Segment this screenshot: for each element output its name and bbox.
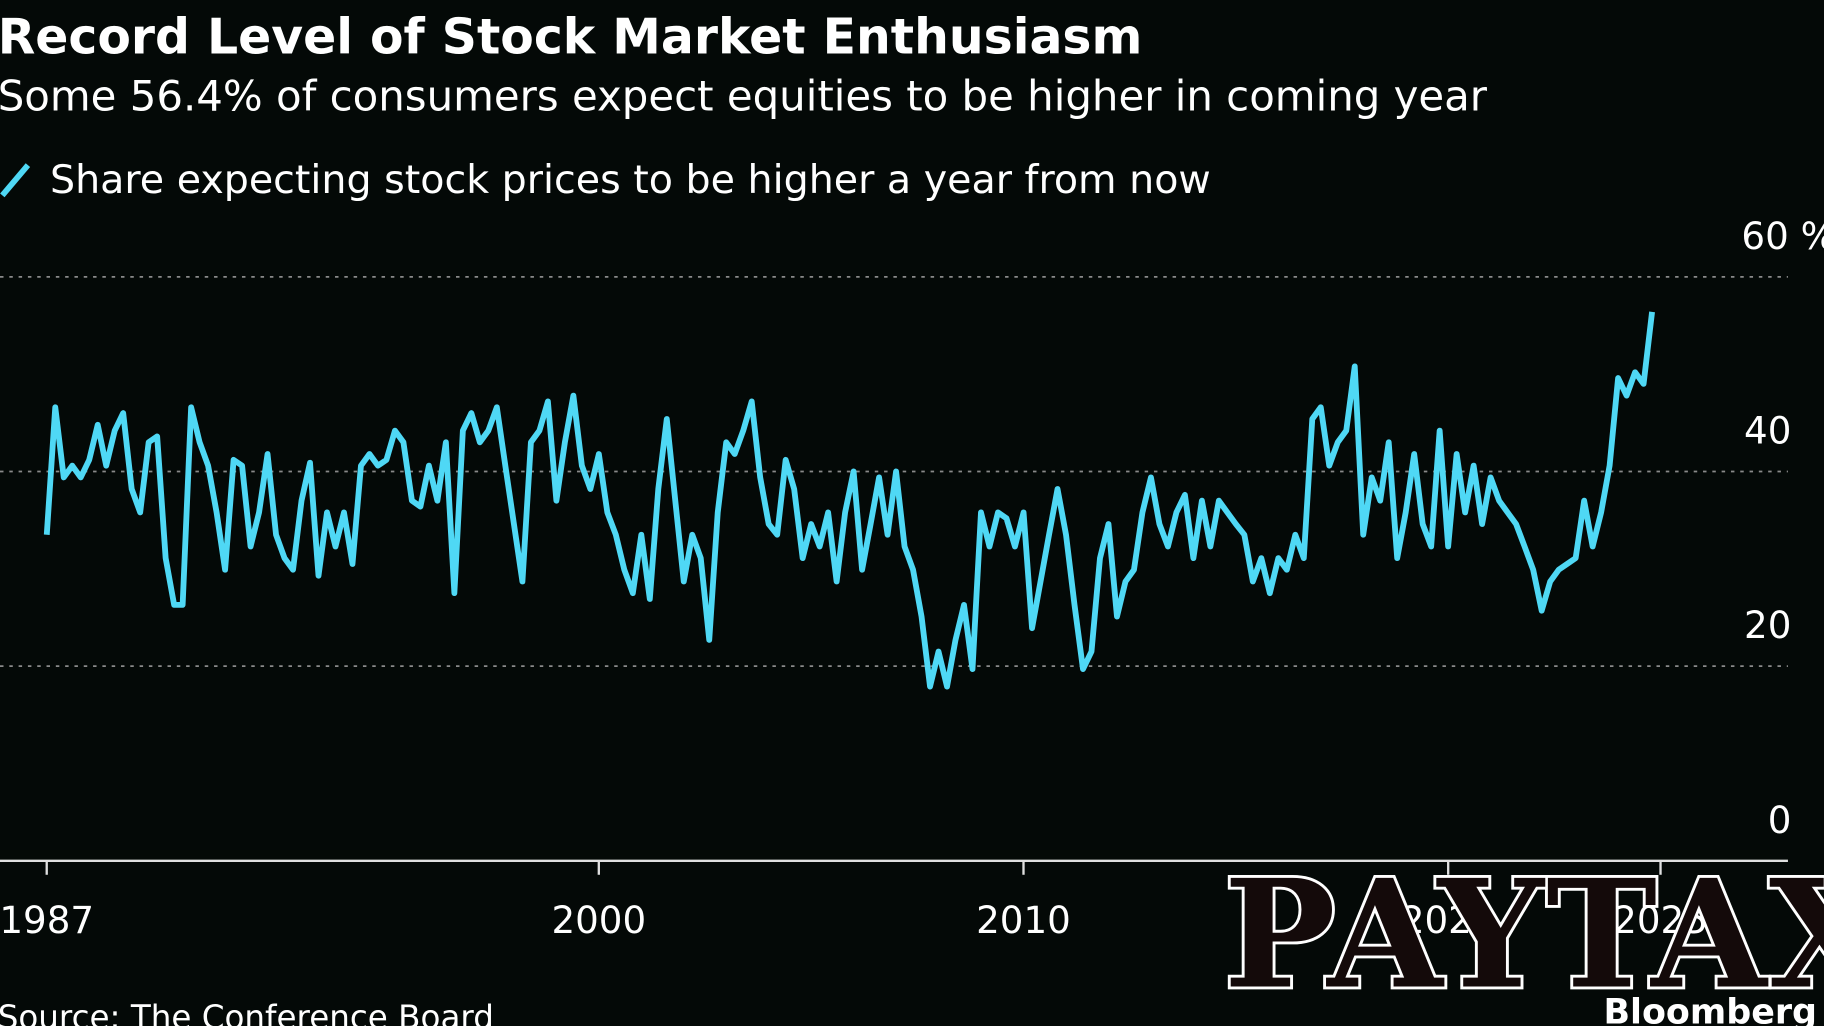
y-tick-label: 60 % bbox=[1741, 214, 1824, 258]
y-tick-label: 0 bbox=[1768, 798, 1792, 842]
source: Source: The Conference Board bbox=[0, 998, 494, 1026]
x-tick-label: 2020 bbox=[1401, 898, 1496, 942]
watermark: PAYTAXO bbox=[1224, 847, 1824, 1022]
brand: Bloomberg bbox=[1603, 993, 1817, 1026]
x-tick-label: 2025 bbox=[1613, 898, 1708, 942]
data-line bbox=[43, 311, 1655, 690]
chart-subtitle: Some 56.4% of consumers expect equities … bbox=[0, 72, 1488, 121]
y-tick-label: 20 bbox=[1744, 603, 1791, 647]
chart-title: Record Level of Stock Market Enthusiasm bbox=[0, 9, 1142, 66]
legend-label: Share expecting stock prices to be highe… bbox=[50, 157, 1211, 203]
x-tick-label: 2010 bbox=[976, 898, 1071, 942]
legend-swatch bbox=[0, 163, 31, 198]
y-tick-label: 40 bbox=[1744, 409, 1791, 453]
plot-area: 0 20 40 60 % 1987 2000 2010 2020 2025 bbox=[0, 214, 1824, 942]
x-tick-label: 1987 bbox=[0, 898, 94, 942]
x-tick-label: 2000 bbox=[551, 898, 646, 942]
